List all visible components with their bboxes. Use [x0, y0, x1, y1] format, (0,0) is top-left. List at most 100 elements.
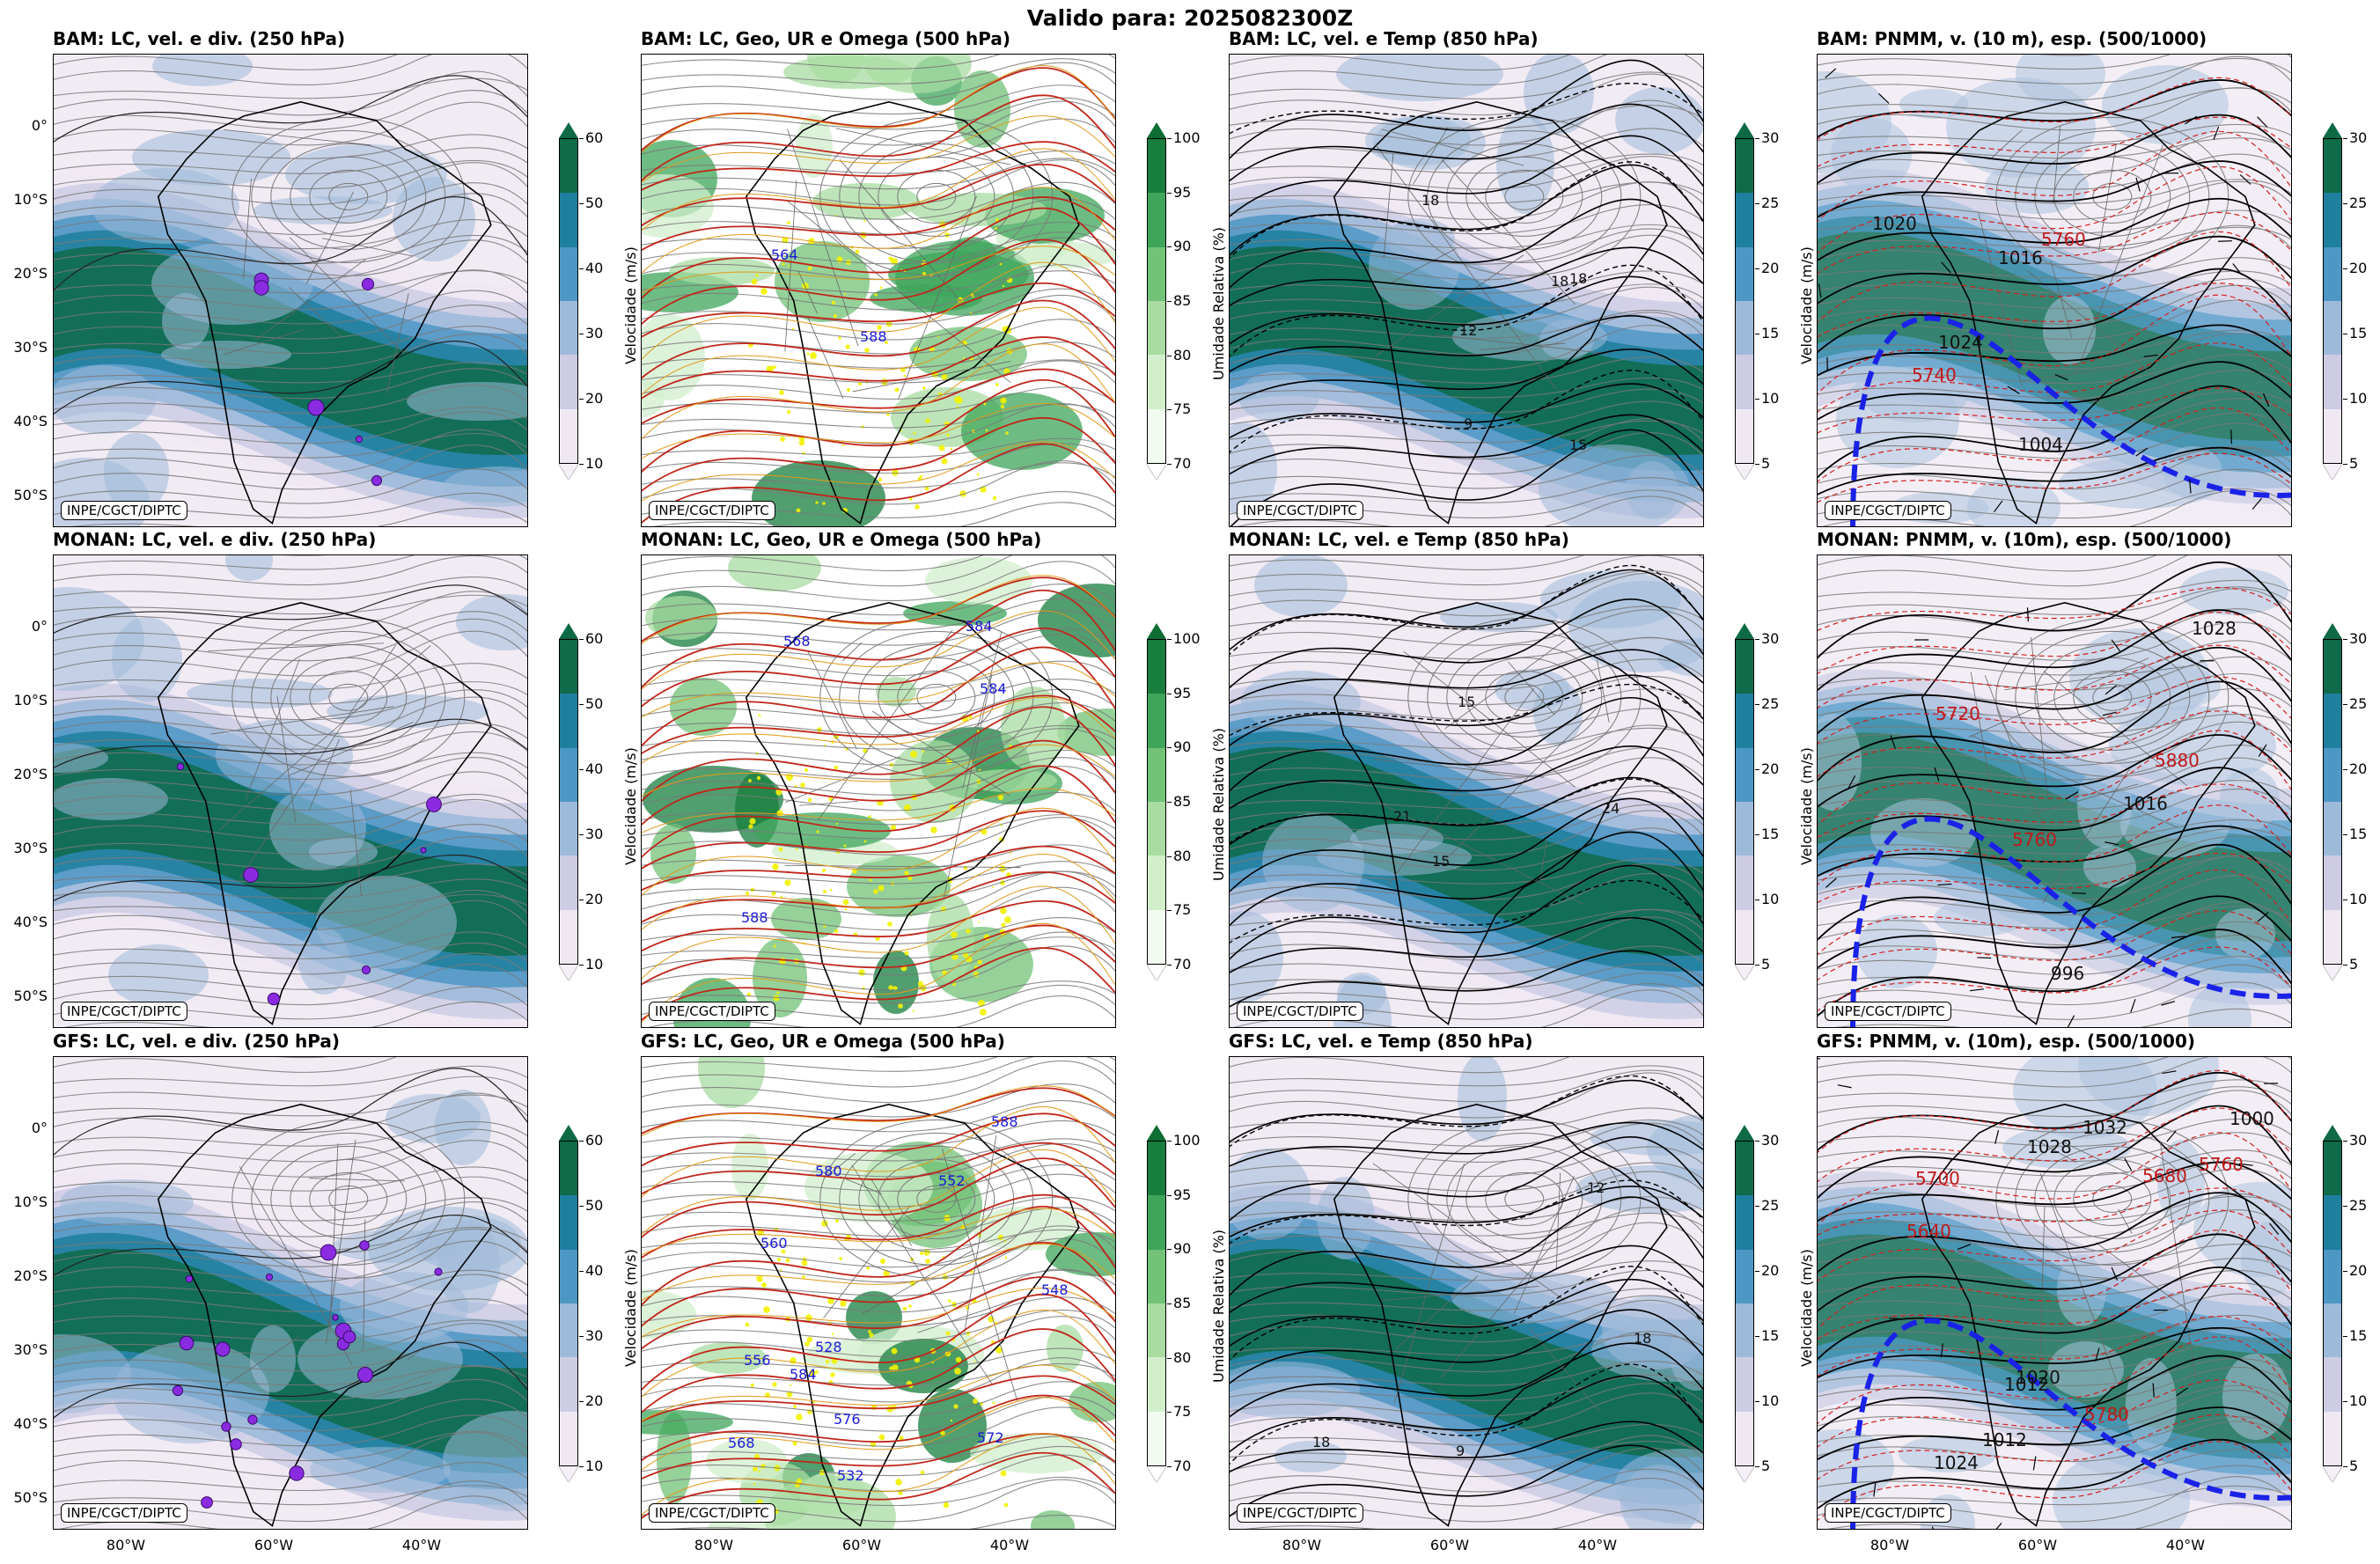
map-panel-monan-vel250[interactable]: INPE/CGCT/DIPTC: [53, 554, 528, 1028]
map-panel-bam-temp850[interactable]: 18 15 18 12 9 18 INPE/CGCT/DIPTC: [1229, 54, 1704, 527]
map-panel-bam-vel250[interactable]: INPE/CGCT/DIPTC: [53, 54, 528, 527]
colorbar-segment: [1736, 139, 1753, 194]
colorbar-tick-label: 40: [578, 1262, 604, 1279]
colorbar-segment: [560, 802, 577, 856]
colorbar-label: Umidade Relativa (%): [1210, 1229, 1227, 1383]
colorbar-segment: [560, 909, 577, 964]
contour-label: 18: [1634, 1330, 1651, 1347]
colorbar-segment: [2324, 1195, 2341, 1250]
contour-label: 580: [815, 1163, 842, 1179]
colorbar-segment: [1736, 1357, 1753, 1412]
colorbar-segment: [1148, 355, 1165, 409]
colorbar-min-arrow: [1147, 464, 1166, 480]
map-panel-gfs-pnmm[interactable]: 1012 1020 1032 1024 1028 1012 1000 5760 5780 5640…: [1817, 1056, 2292, 1530]
contour-label: 1004: [2018, 434, 2063, 455]
map-panel-bam-pnmm[interactable]: 1020 1016 1004 1024 5740 5760 INPE/CGCT/DIPTC: [1817, 54, 2292, 527]
colorbar-min-arrow: [559, 965, 578, 980]
map-canvas: [54, 555, 527, 1027]
credit-box: INPE/CGCT/DIPTC: [61, 501, 187, 520]
colorbar-segment: [2324, 1142, 2341, 1196]
map-panel-monan-geo500[interactable]: 588 584 568 584 INPE/CGCT/DIPTC: [641, 554, 1116, 1028]
colorbar-tick-label: 15: [1754, 1327, 1780, 1344]
colorbar-tick-label: 80: [1166, 346, 1192, 363]
colorbar-tick-label: 5: [1754, 956, 1771, 973]
credit-box: INPE/CGCT/DIPTC: [1237, 1002, 1363, 1021]
colorbar-segment: [1148, 909, 1165, 964]
contour-label: 5740: [1912, 364, 1957, 385]
colorbar-tick-label: 15: [2342, 826, 2368, 842]
colorbar-max-arrow: [559, 122, 578, 138]
latitude-label: 20°S: [13, 1267, 48, 1284]
colorbar-segment: [560, 1411, 577, 1465]
colorbar-max-arrow: [559, 1125, 578, 1141]
longitude-label: 80°W: [106, 1537, 146, 1553]
contour-label: 24: [1602, 800, 1620, 817]
colorbar: [559, 1141, 578, 1466]
credit-box: INPE/CGCT/DIPTC: [61, 1002, 187, 1021]
colorbar-segment: [1148, 747, 1165, 803]
panel-title: BAM: LC, Geo, UR e Omega (500 hPa): [641, 28, 1011, 49]
panel-title: GFS: LC, vel. e Temp (850 hPa): [1229, 1031, 1533, 1052]
credit-box: INPE/CGCT/DIPTC: [1825, 1002, 1951, 1021]
colorbar-tick-label: 100: [1167, 630, 1201, 647]
contour-label: 1024: [1934, 1452, 1979, 1473]
map-panel-monan-pnmm[interactable]: 1016 1028 996 5720 5880 5760 INPE/CGCT/DIPTC: [1817, 554, 2292, 1028]
colorbar-tick-label: 15: [2342, 325, 2368, 341]
colorbar-tick-label: 25: [2342, 195, 2368, 211]
colorbar-max-arrow: [2323, 122, 2342, 138]
colorbar-segment: [1736, 1303, 1753, 1358]
colorbar-tick-label: 25: [1754, 1197, 1780, 1214]
colorbar-segment: [1148, 301, 1165, 356]
colorbar-tick-label: 20: [1754, 260, 1780, 276]
panel-title: BAM: PNMM, v. (10 m), esp. (500/1000): [1817, 28, 2207, 49]
map-panel-gfs-geo500[interactable]: 588 584 580 572 560 556 548 568 576 552 528 532 INPE…: [641, 1056, 1116, 1530]
colorbar-tick-label: 15: [1754, 826, 1780, 842]
map-panel-bam-geo500[interactable]: 588 564 INPE/CGCT/DIPTC: [641, 54, 1116, 527]
map-panel-gfs-temp850[interactable]: 18 12 18 9 INPE/CGCT/DIPTC: [1229, 1056, 1704, 1530]
colorbar-segment: [1736, 1195, 1753, 1250]
colorbar-segment: [1736, 408, 1753, 463]
colorbar-tick-label: 90: [1166, 1240, 1192, 1258]
colorbar-tick-label: 100: [1167, 129, 1201, 146]
latitude-label: 10°S: [13, 1193, 48, 1210]
colorbar-tick-label: 15: [1754, 325, 1780, 341]
colorbar-max-arrow: [1147, 1125, 1166, 1141]
map-panel-gfs-vel250[interactable]: INPE/CGCT/DIPTC: [53, 1056, 528, 1530]
colorbar-tick-label: 95: [1166, 1186, 1192, 1203]
colorbar-segment: [1736, 1249, 1753, 1304]
contour-label: 5680: [2142, 1165, 2187, 1186]
colorbar-tick-label: 80: [1166, 1348, 1192, 1366]
map-panel-monan-temp850[interactable]: 15 21 24 15 INPE/CGCT/DIPTC: [1229, 554, 1704, 1028]
colorbar-segment: [2324, 802, 2341, 856]
longitude-label: 80°W: [694, 1537, 734, 1553]
colorbar-tick-label: 20: [578, 891, 604, 907]
map-canvas: 18 12 18 9: [1230, 1057, 1703, 1529]
colorbar-max-arrow: [2323, 1125, 2342, 1141]
colorbar-tick-label: 95: [1166, 183, 1192, 201]
colorbar-label: Umidade Relativa (%): [1210, 727, 1227, 881]
contour-label: 996: [2051, 963, 2084, 984]
colorbar-tick-label: 75: [1166, 1403, 1192, 1421]
colorbar-min-arrow: [2323, 965, 2342, 980]
colorbar-label: Velocidade (m/s): [622, 747, 639, 865]
colorbar-tick-label: 10: [578, 1458, 604, 1474]
credit-box: INPE/CGCT/DIPTC: [649, 1002, 775, 1021]
contour-label: 21: [1393, 808, 1411, 825]
contour-label: 528: [815, 1339, 842, 1355]
colorbar-max-arrow: [1147, 623, 1166, 639]
colorbar-segment: [1148, 694, 1165, 748]
contour-label: 5720: [1936, 703, 1980, 724]
colorbar-segment: [1148, 1195, 1165, 1250]
colorbar-tick-label: 70: [1166, 1458, 1192, 1474]
colorbar-segment: [1148, 640, 1165, 694]
colorbar-min-arrow: [2323, 1466, 2342, 1482]
latitude-label: 20°S: [13, 766, 48, 782]
map-canvas: [54, 1057, 527, 1529]
latitude-label: 50°S: [13, 988, 48, 1004]
colorbar-segment: [2324, 909, 2341, 964]
colorbar-segment: [560, 1195, 577, 1250]
colorbar-segment: [560, 1249, 577, 1304]
longitude-label: 40°W: [1577, 1537, 1618, 1553]
contour-label: 572: [977, 1429, 1004, 1446]
colorbar-segment: [2324, 139, 2341, 194]
